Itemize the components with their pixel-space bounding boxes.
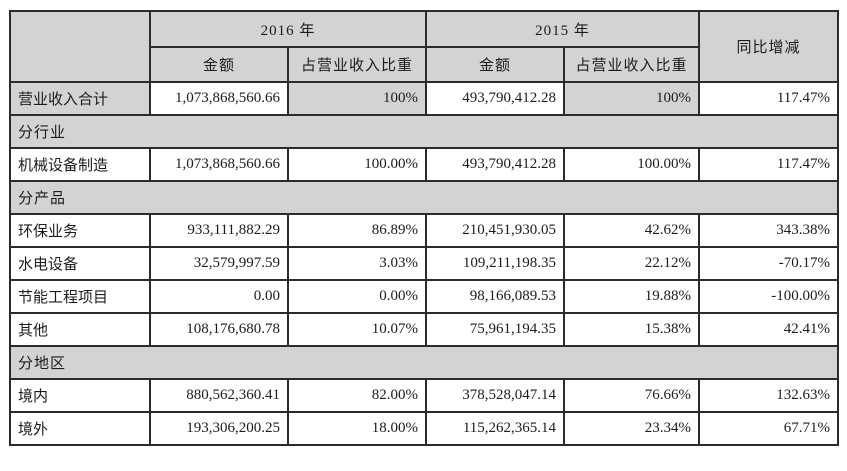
section-label: 分产品 — [8, 180, 840, 215]
corner-cell — [9, 10, 151, 83]
amount-2016: 0.00 — [149, 279, 289, 314]
section-row-product: 分产品 — [8, 180, 840, 215]
row-label: 机械设备制造 — [9, 147, 151, 182]
amount-2016: 193,306,200.25 — [149, 411, 289, 446]
yoy-change: 117.47% — [698, 81, 840, 116]
ratio-2015: 100% — [563, 81, 701, 116]
table-row: 境内 880,562,360.41 82.00% 378,528,047.14 … — [9, 378, 840, 413]
amount-2015: 493,790,412.28 — [425, 81, 566, 116]
amount-2016-header: 金额 — [149, 46, 289, 83]
yoy-change: -70.17% — [698, 246, 840, 281]
ratio-2016: 86.89% — [286, 213, 428, 248]
yoy-change: 343.38% — [698, 213, 840, 248]
yoy-change: 67.71% — [698, 411, 840, 446]
row-label: 水电设备 — [9, 246, 151, 281]
ratio-2015-header: 占营业收入比重 — [563, 46, 701, 83]
table-row: 环保业务 933,111,882.29 86.89% 210,451,930.0… — [9, 213, 840, 248]
ratio-2016: 100.00% — [286, 147, 428, 182]
amount-2015-header: 金额 — [425, 46, 566, 83]
amount-2015: 210,451,930.05 — [425, 213, 566, 248]
ratio-2015: 19.88% — [563, 279, 701, 314]
ratio-2016: 18.00% — [286, 411, 428, 446]
ratio-2015: 23.34% — [563, 411, 701, 446]
amount-2015: 115,262,365.14 — [425, 411, 566, 446]
section-row-industry: 分行业 — [8, 114, 840, 149]
header-row-years: 2016 年 2015 年 同比增减 — [9, 10, 840, 83]
amount-2016: 32,579,997.59 — [149, 246, 289, 281]
section-label: 分地区 — [8, 345, 840, 380]
header-row-measures: 金额 占营业收入比重 金额 占营业收入比重 — [10, 46, 838, 83]
table-row: 其他 108,176,680.78 10.07% 75,961,194.35 1… — [9, 312, 840, 347]
amount-2015: 75,961,194.35 — [425, 312, 566, 347]
yoy-header: 同比增减 — [698, 10, 840, 83]
revenue-breakdown-table: 2016 年 2015 年 同比增减 金额 占营业收入比重 金额 占营业收入比重… — [8, 10, 840, 446]
amount-2016: 933,111,882.29 — [149, 213, 289, 248]
yoy-change: 132.63% — [698, 378, 840, 413]
amount-2015: 378,528,047.14 — [425, 378, 566, 413]
table-row: 机械设备制造 1,073,868,560.66 100.00% 493,790,… — [9, 147, 840, 182]
amount-2016: 880,562,360.41 — [149, 378, 289, 413]
ratio-2016: 10.07% — [286, 312, 428, 347]
yoy-change: 42.41% — [698, 312, 840, 347]
ratio-2015: 76.66% — [563, 378, 701, 413]
ratio-2015: 42.62% — [563, 213, 701, 248]
ratio-2016: 100% — [286, 81, 428, 116]
ratio-2016-header: 占营业收入比重 — [286, 46, 428, 83]
yoy-change: -100.00% — [698, 279, 840, 314]
ratio-2016: 82.00% — [286, 378, 428, 413]
section-label: 分行业 — [8, 114, 840, 149]
table-row: 水电设备 32,579,997.59 3.03% 109,211,198.35 … — [9, 246, 840, 281]
amount-2016: 108,176,680.78 — [149, 312, 289, 347]
row-label: 环保业务 — [9, 213, 151, 248]
ratio-2015: 100.00% — [563, 147, 701, 182]
yoy-change: 117.47% — [698, 147, 840, 182]
amount-2016: 1,073,868,560.66 — [149, 81, 289, 116]
section-row-region: 分地区 — [8, 345, 840, 380]
table-row: 境外 193,306,200.25 18.00% 115,262,365.14 … — [9, 411, 840, 446]
ratio-2016: 3.03% — [286, 246, 428, 281]
amount-2015: 98,166,089.53 — [425, 279, 566, 314]
year-2015-header: 2015 年 — [425, 10, 701, 48]
row-label: 营业收入合计 — [9, 81, 151, 116]
row-label: 境内 — [9, 378, 151, 413]
amount-2015: 109,211,198.35 — [425, 246, 566, 281]
row-label: 节能工程项目 — [9, 279, 151, 314]
ratio-2015: 22.12% — [563, 246, 701, 281]
table-row-total: 营业收入合计 1,073,868,560.66 100% 493,790,412… — [9, 81, 840, 116]
year-2016-header: 2016 年 — [148, 10, 428, 48]
row-label: 其他 — [9, 312, 151, 347]
table-row: 节能工程项目 0.00 0.00% 98,166,089.53 19.88% -… — [9, 279, 840, 314]
row-label: 境外 — [9, 411, 151, 446]
ratio-2015: 15.38% — [563, 312, 701, 347]
amount-2015: 493,790,412.28 — [425, 147, 566, 182]
ratio-2016: 0.00% — [286, 279, 428, 314]
amount-2016: 1,073,868,560.66 — [149, 147, 289, 182]
